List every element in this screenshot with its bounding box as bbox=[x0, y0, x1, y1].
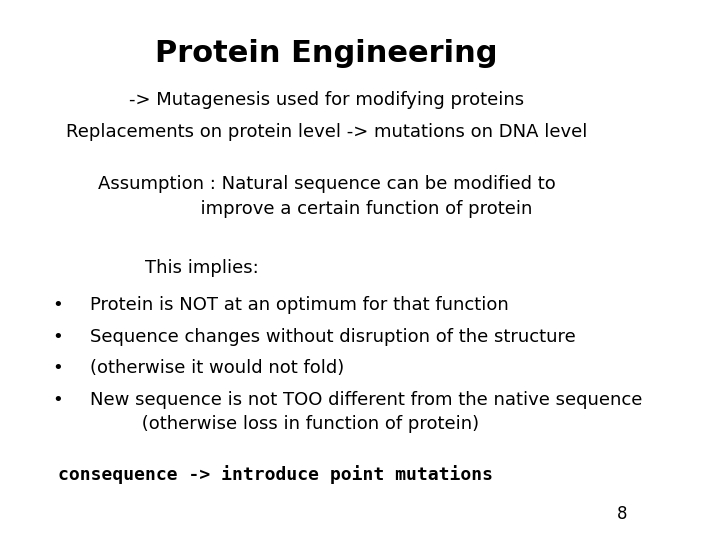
Text: -> Mutagenesis used for modifying proteins: -> Mutagenesis used for modifying protei… bbox=[129, 91, 524, 109]
Text: (otherwise it would not fold): (otherwise it would not fold) bbox=[90, 360, 344, 377]
Text: •: • bbox=[53, 391, 63, 409]
Text: New sequence is not TOO different from the native sequence
         (otherwise l: New sequence is not TOO different from t… bbox=[90, 391, 642, 433]
Text: •: • bbox=[53, 328, 63, 346]
Text: •: • bbox=[53, 360, 63, 377]
Text: Replacements on protein level -> mutations on DNA level: Replacements on protein level -> mutatio… bbox=[66, 123, 588, 141]
Text: Assumption : Natural sequence can be modified to
              improve a certain: Assumption : Natural sequence can be mod… bbox=[98, 176, 555, 218]
Text: Protein Engineering: Protein Engineering bbox=[156, 38, 498, 68]
Text: Sequence changes without disruption of the structure: Sequence changes without disruption of t… bbox=[90, 328, 576, 346]
Text: consequence -> introduce point mutations: consequence -> introduce point mutations bbox=[58, 464, 493, 484]
Text: 8: 8 bbox=[616, 504, 627, 523]
Text: Protein is NOT at an optimum for that function: Protein is NOT at an optimum for that fu… bbox=[90, 296, 509, 314]
Text: •: • bbox=[53, 296, 63, 314]
Text: This implies:: This implies: bbox=[122, 260, 258, 278]
